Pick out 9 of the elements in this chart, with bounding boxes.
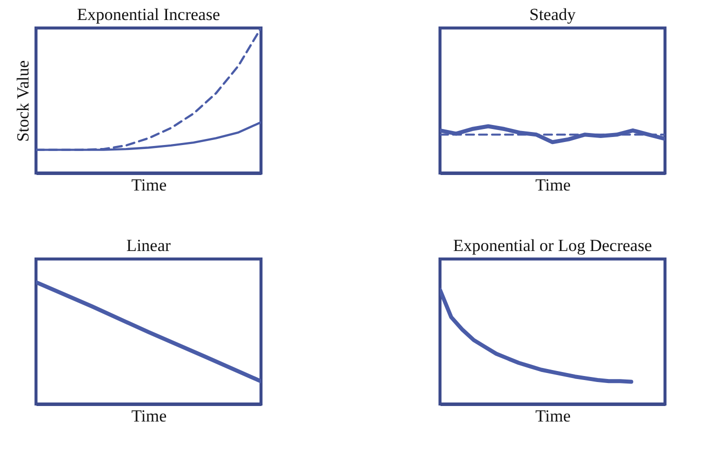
x-axis-title: Time (535, 176, 571, 194)
x-axis-title: Time (535, 406, 571, 426)
chart-title: Exponential Increase (76, 5, 220, 24)
y-axis-title: Stock Value (14, 60, 32, 142)
chart-title: Exponential or Log Decrease (453, 236, 652, 255)
chart-title: Steady (529, 5, 576, 24)
chart-title: Linear (126, 236, 172, 255)
x-axis-title: Time (131, 406, 167, 426)
x-axis-title: Time (131, 176, 167, 194)
